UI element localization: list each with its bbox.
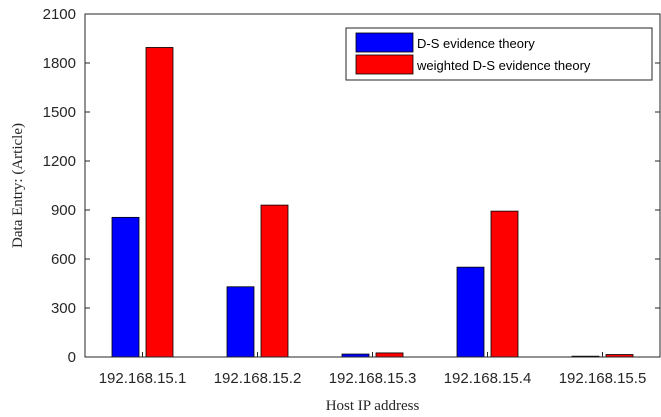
- legend: D-S evidence theory weighted D-S evidence…: [345, 27, 653, 81]
- x-tick-label: 192.168.15.1: [99, 370, 187, 387]
- legend-entry-2: weighted D-S evidence theory: [416, 58, 591, 73]
- bar-weighted-ds-2: [260, 204, 289, 358]
- y-axis-label: Data Entry: (Article): [10, 123, 26, 248]
- bar-weighted-ds-4: [490, 210, 519, 358]
- x-tick-label: 192.168.15.3: [329, 370, 417, 387]
- legend-entry-1: D-S evidence theory: [417, 36, 535, 51]
- y-tick-label: 2100: [43, 6, 76, 23]
- x-tick-label: 192.168.15.4: [444, 370, 532, 387]
- y-tick-label: 900: [51, 202, 76, 219]
- legend-swatch-2: [355, 54, 414, 75]
- legend-swatch-1: [355, 32, 414, 53]
- x-axis-label: Host IP address: [326, 398, 420, 414]
- y-tick-label: 1500: [43, 104, 76, 121]
- x-tick-label: 192.168.15.2: [214, 370, 302, 387]
- bar-ds-2: [226, 286, 255, 358]
- y-tick-label: 600: [51, 251, 76, 268]
- bar-ds-4: [456, 266, 485, 358]
- bar-weighted-ds-3: [375, 352, 404, 358]
- axes-box: [84, 13, 661, 358]
- bar-weighted-ds-1: [145, 47, 174, 358]
- axes-group: 192.168.15.1 192.168.15.2 192.168.15.3 192.…: [43, 6, 661, 387]
- y-tick-label: 1800: [43, 55, 76, 72]
- bars-group: [111, 47, 634, 358]
- y-tick-label: 300: [51, 300, 76, 317]
- bar-ds-1: [111, 216, 140, 358]
- x-tick-label: 192.168.15.5: [559, 370, 647, 387]
- y-tick-label: 1200: [43, 153, 76, 170]
- y-tick-label: 0: [68, 349, 76, 366]
